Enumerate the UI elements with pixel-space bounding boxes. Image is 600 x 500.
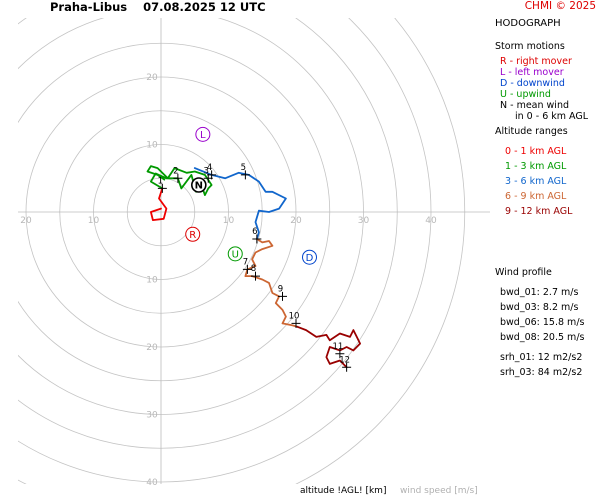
copyright: CHMI © 2025 [524,0,596,12]
altitude-marker-label: 6 [252,227,257,237]
storm-item-left: L - left mover [500,67,564,78]
altitude-marker-11 [335,349,345,359]
alt-item-1-3: 1 - 3 km AGL [505,161,567,172]
sounding-datetime: 07.08.2025 12 UTC [143,0,266,14]
y-tick-label: 10 [146,276,158,286]
x-tick-label: 40 [425,216,437,226]
bwd-03: bwd_03: 8.2 m/s [500,302,579,313]
storm-motion-label: R [189,230,196,241]
station-name: Praha-Libus [50,0,128,14]
y-tick-label: 20 [146,73,158,83]
storm-motion-label: U [232,249,239,260]
y-tick-label: 10 [146,141,158,151]
wind-speed-axis-label: wind speed [m/s] [400,486,478,496]
bwd-01: bwd_01: 2.7 m/s [500,287,579,298]
wind-profile-title: Wind profile [495,267,552,278]
altitude-marker-label: 9 [278,284,283,294]
hodograph-segment-1 [146,165,213,197]
hodograph-segment-4 [296,325,362,369]
altitude-marker-2 [173,173,183,183]
mean-wind-note: in 0 - 6 km AGL [515,111,589,122]
altitude-marker-4 [207,170,217,180]
altitude-marker-label: 4 [207,163,212,173]
y-tick-label: 30 [146,411,158,421]
alt-item-6-9: 6 - 9 km AGL [505,191,567,202]
altitude-axis-label: altitude !AGL! [km] [300,486,387,496]
y-tick-label: 40 [146,478,158,488]
x-tick-label: 30 [358,216,370,226]
alt-item-3-6: 3 - 6 km AGL [505,176,567,187]
storm-motion-U [227,246,243,262]
srh-01: srh_01: 12 m2/s2 [500,352,583,363]
altitude-marker-12 [342,362,352,372]
station-title: Praha-Libus 07.08.2025 12 UTC [50,0,266,14]
bwd-08: bwd_08: 20.5 m/s [500,332,585,343]
altitude-marker-9 [278,291,287,301]
altitude-ranges-title: Altitude ranges [495,126,568,137]
altitude-marker-7 [242,264,252,274]
x-tick-label: 10 [223,216,235,226]
storm-motion-label: N [195,181,203,192]
hodograph-segment-2 [193,167,287,240]
range-ring-35 [18,18,398,449]
altitude-marker-5 [240,170,250,180]
alt-item-0-1: 0 - 1 km AGL [505,146,567,157]
altitude-marker-label: 1 [158,176,163,186]
panel-title: HODOGRAPH [495,18,561,29]
x-tick-label: 20 [20,216,32,226]
storm-item-right: R - right mover [500,56,572,67]
storm-item-upwind: U - upwind [500,89,551,100]
altitude-marker-label: 10 [289,311,300,321]
altitude-marker-10 [291,318,301,328]
hodograph-segment-0 [149,187,168,222]
range-rings [18,18,490,484]
altitude-marker-label: 8 [251,264,256,274]
altitude-marker-label: 2 [173,166,178,176]
storm-motion-D [302,249,317,265]
storm-motion-label: L [200,130,206,141]
altitude-marker-6 [252,234,262,244]
altitude-marker-8 [251,271,260,281]
storm-item-downwind: D - downwind [500,78,565,89]
altitude-marker-label: 11 [332,342,343,352]
altitude-marker-1 [157,183,167,193]
storm-motion-L [195,126,211,142]
x-tick-label: 20 [290,216,302,226]
storm-motions-title: Storm motions [495,41,565,52]
storm-motion-label: D [306,253,314,264]
storm-motion-R [185,226,201,242]
altitude-marker-label: 3 [204,166,209,176]
storm-item-mean-wind: N - mean wind [500,100,569,111]
altitude-marker-label: 12 [339,355,350,365]
alt-item-9-12: 9 - 12 km AGL [505,206,573,217]
storm-motion-N [191,177,207,193]
altitude-marker-label: 7 [243,257,248,267]
altitude-marker-label: 5 [241,163,246,173]
bwd-06: bwd_06: 15.8 m/s [500,317,585,328]
y-tick-label: 20 [146,343,158,353]
range-ring-40 [18,18,432,483]
x-tick-label: 10 [88,216,100,226]
srh-03: srh_03: 84 m2/s2 [500,367,583,378]
